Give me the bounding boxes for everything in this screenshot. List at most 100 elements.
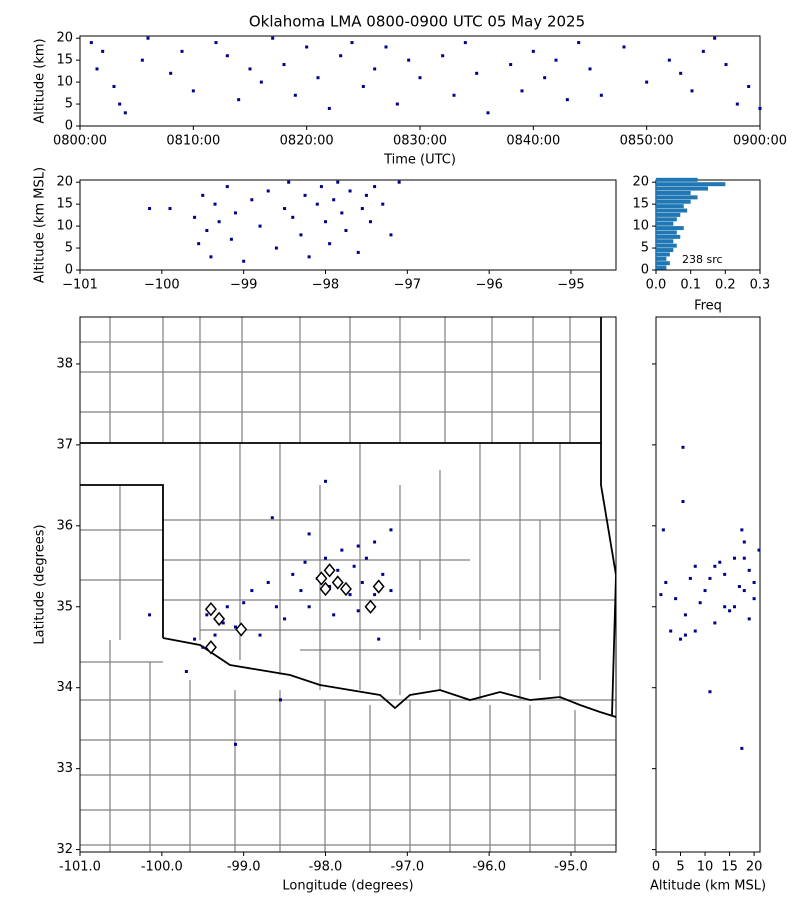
source-point (698, 601, 702, 605)
hist-bar (656, 226, 684, 231)
x-tick-label: -101.0 (59, 860, 101, 875)
source-point (319, 185, 323, 189)
source-point (588, 67, 592, 71)
source-point (339, 54, 343, 58)
source-point (266, 580, 270, 584)
source-point (664, 580, 668, 584)
x-tick-label: 0840:00 (506, 134, 560, 149)
source-point (407, 58, 411, 62)
source-point (336, 180, 340, 184)
hist-bar (656, 182, 726, 187)
source-point (713, 621, 717, 625)
chart-title: Oklahoma LMA 0800-0900 UTC 05 May 2025 (249, 13, 585, 31)
source-point (258, 633, 262, 637)
source-point (747, 617, 751, 621)
source-point (708, 690, 712, 694)
x-tick-label: 0.3 (750, 278, 771, 293)
source-point (740, 528, 744, 532)
source-point (328, 585, 332, 589)
y-tick-label: 20 (56, 175, 73, 190)
source-point (242, 601, 246, 605)
x-tick-label: −95 (557, 278, 584, 293)
source-point (565, 98, 569, 102)
y-tick-label: 5 (641, 241, 649, 256)
y-tick-label: 34 (56, 680, 73, 695)
source-point (381, 202, 385, 206)
y-tick-label: 15 (56, 53, 73, 68)
source-point (683, 613, 687, 617)
source-point (307, 532, 311, 536)
station (204, 602, 217, 617)
source-point (307, 255, 311, 259)
source-point (757, 548, 761, 552)
source-point (112, 84, 116, 88)
source-point (233, 211, 237, 215)
x-tick-label: 0850:00 (620, 134, 674, 149)
source-point (323, 556, 327, 560)
source-point (213, 633, 217, 637)
source-point (683, 633, 687, 637)
x-tick-label: −97 (394, 278, 421, 293)
axes-frame (79, 35, 761, 127)
source-point (274, 605, 278, 609)
hist-bar (656, 195, 698, 200)
x-tick-label: 0.1 (680, 278, 701, 293)
station (204, 640, 217, 655)
hist-bar (656, 230, 677, 235)
source-point (418, 76, 422, 80)
source-point (389, 233, 393, 237)
y-tick-label: 15 (632, 197, 649, 212)
source-point (531, 49, 535, 53)
source-point (659, 593, 663, 597)
source-point (350, 41, 354, 45)
source-point (681, 445, 685, 449)
station (319, 581, 332, 597)
hist-bar (656, 186, 708, 191)
source-point (123, 111, 127, 115)
source-point (543, 76, 547, 80)
county-lines (80, 317, 616, 852)
y-axis-label: Altitude (km) (33, 38, 48, 123)
source-point (369, 220, 373, 224)
x-tick-label: 0800:00 (53, 134, 107, 149)
source-point (713, 564, 717, 568)
source-point (193, 215, 197, 219)
source-point (101, 49, 105, 53)
source-point (752, 580, 756, 584)
x-tick-label: -99.0 (227, 860, 261, 875)
axes-frame (655, 316, 761, 853)
source-point (305, 45, 309, 49)
source-point (693, 564, 697, 568)
x-tick-label: 10 (697, 860, 714, 875)
source-point (283, 617, 287, 621)
source-point (197, 242, 201, 246)
source-point (299, 233, 303, 237)
x-axis-label: Altitude (km MSL) (650, 879, 766, 894)
source-point (373, 540, 377, 544)
x-tick-label: -98.0 (309, 860, 343, 875)
source-point (356, 250, 360, 254)
x-tick-label: 0.2 (715, 278, 736, 293)
x-tick-label: −99 (230, 278, 257, 293)
source-point (384, 45, 388, 49)
source-point (299, 589, 303, 593)
y-axis-label: Latitude (degrees) (33, 524, 48, 644)
station (235, 622, 248, 637)
source-point (708, 576, 712, 580)
x-tick-label: 0 (652, 860, 660, 875)
x-tick-label: −101 (62, 278, 98, 293)
annotation: 238 src (682, 253, 723, 266)
source-point (332, 198, 336, 202)
source-point (373, 185, 377, 189)
x-tick-label: -100.0 (141, 860, 183, 875)
source-point (669, 629, 673, 633)
source-point (307, 605, 311, 609)
source-point (266, 189, 270, 193)
source-point (486, 111, 490, 115)
y-tick-label: 10 (632, 219, 649, 234)
y-tick-label: 10 (56, 219, 73, 234)
map-base (80, 317, 616, 852)
source-point (554, 58, 558, 62)
